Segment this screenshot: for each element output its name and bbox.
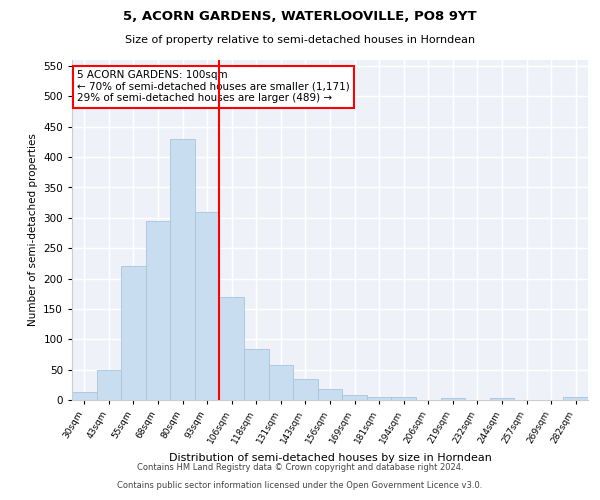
X-axis label: Distribution of semi-detached houses by size in Horndean: Distribution of semi-detached houses by … — [169, 454, 491, 464]
Bar — [269, 366, 293, 400]
Bar — [121, 266, 146, 400]
Text: Contains public sector information licensed under the Open Government Licence v3: Contains public sector information licen… — [118, 481, 482, 490]
Bar — [170, 139, 195, 400]
Bar — [440, 398, 465, 400]
Text: 5 ACORN GARDENS: 100sqm
← 70% of semi-detached houses are smaller (1,171)
29% of: 5 ACORN GARDENS: 100sqm ← 70% of semi-de… — [77, 70, 350, 103]
Bar — [244, 349, 269, 400]
Bar — [293, 379, 318, 400]
Bar — [97, 370, 121, 400]
Bar — [367, 397, 391, 400]
Bar — [72, 392, 97, 400]
Bar — [391, 397, 416, 400]
Bar — [490, 398, 514, 400]
Bar — [146, 221, 170, 400]
Text: Size of property relative to semi-detached houses in Horndean: Size of property relative to semi-detach… — [125, 35, 475, 45]
Y-axis label: Number of semi-detached properties: Number of semi-detached properties — [28, 134, 38, 326]
Bar — [563, 397, 588, 400]
Text: 5, ACORN GARDENS, WATERLOOVILLE, PO8 9YT: 5, ACORN GARDENS, WATERLOOVILLE, PO8 9YT — [123, 10, 477, 23]
Bar — [318, 389, 342, 400]
Bar — [195, 212, 220, 400]
Bar — [342, 395, 367, 400]
Text: Contains HM Land Registry data © Crown copyright and database right 2024.: Contains HM Land Registry data © Crown c… — [137, 464, 463, 472]
Bar — [220, 297, 244, 400]
